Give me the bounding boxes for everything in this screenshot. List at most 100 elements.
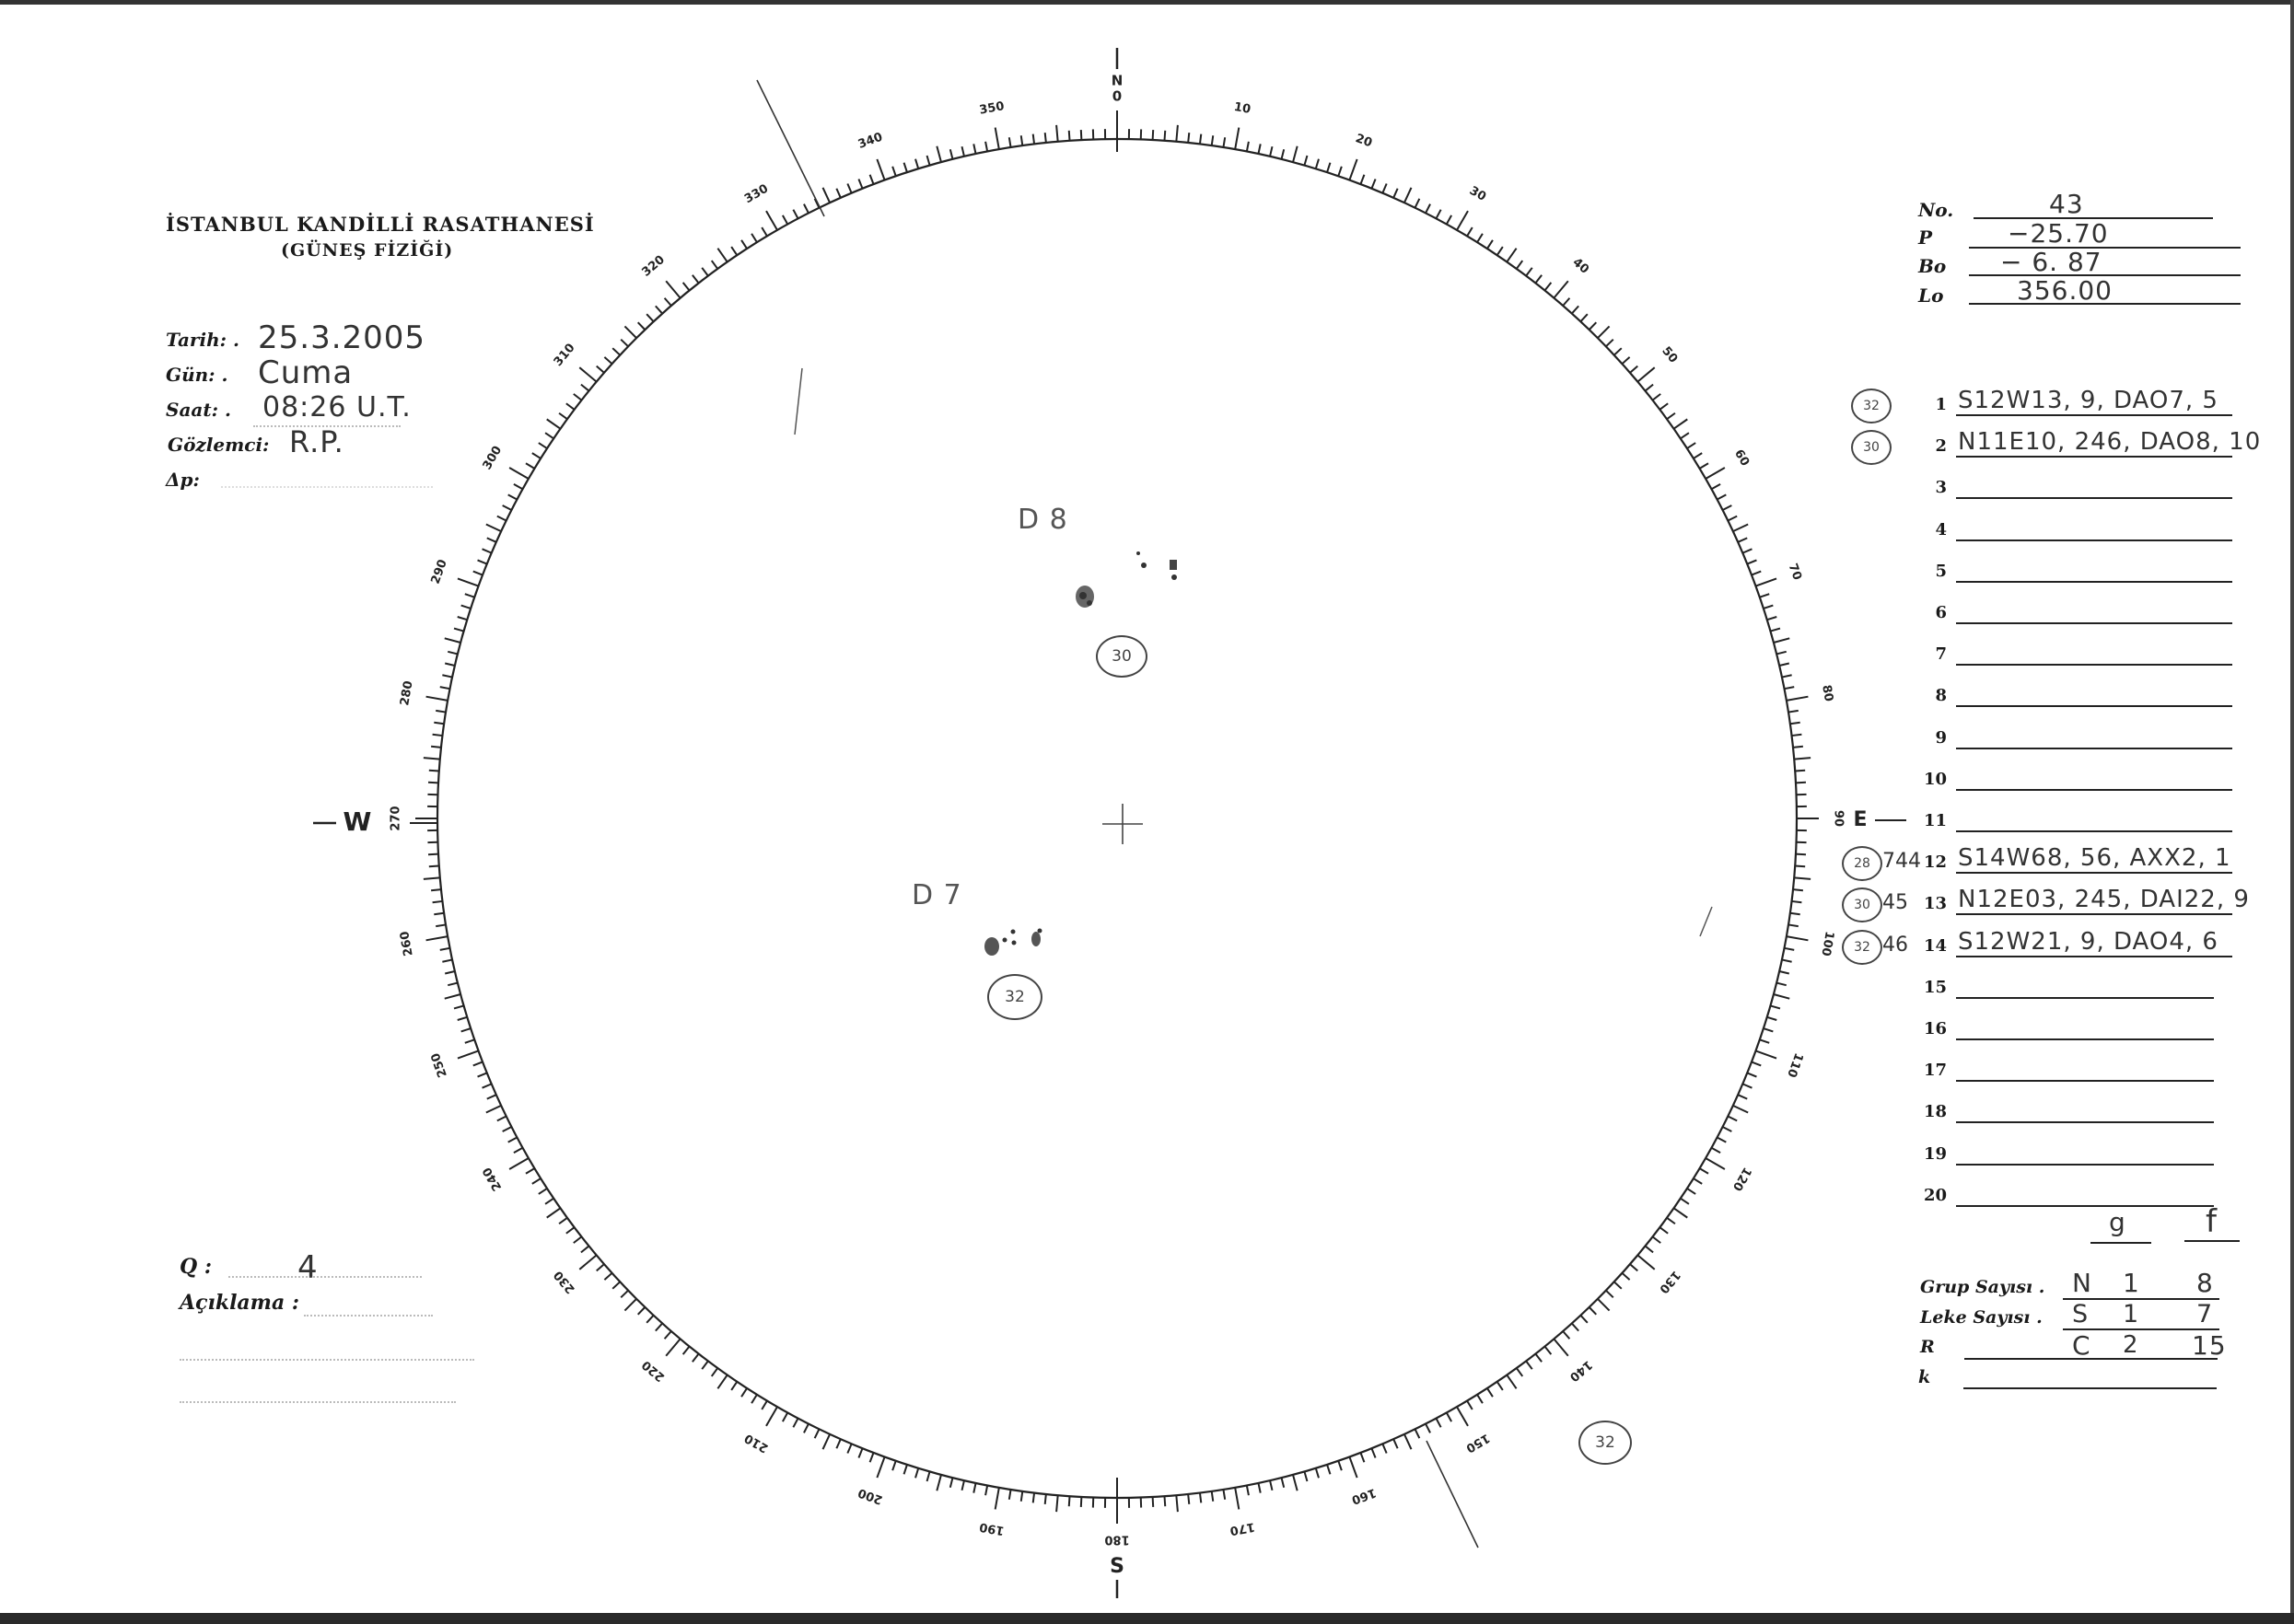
dial-tick bbox=[716, 248, 728, 263]
dial-tick bbox=[1746, 559, 1757, 565]
dial-tick bbox=[994, 1487, 1000, 1510]
center-crosshair bbox=[1102, 804, 1143, 844]
row-line bbox=[1956, 580, 2232, 583]
remarks-dotted-line-2 bbox=[180, 1359, 474, 1361]
dial-tick bbox=[1755, 1050, 1777, 1060]
dial-tick bbox=[1292, 1474, 1298, 1491]
dial-tick bbox=[513, 1146, 524, 1154]
row-note: 46 bbox=[1882, 933, 1908, 957]
row-number: 15 bbox=[1923, 977, 1947, 997]
dial-tick-label: 80 bbox=[1819, 684, 1835, 702]
dial-tick bbox=[432, 899, 443, 904]
dial-tick bbox=[1163, 1496, 1167, 1507]
dial-tick bbox=[782, 1411, 789, 1422]
dial-tick bbox=[1693, 452, 1703, 459]
row-line bbox=[1956, 456, 2232, 458]
g-header-line bbox=[2090, 1242, 2151, 1244]
row-number: 9 bbox=[1935, 727, 1947, 748]
dial-tick bbox=[525, 462, 535, 470]
dial-tick bbox=[580, 1245, 590, 1254]
dial-tick-label: 90 bbox=[1832, 810, 1846, 827]
spot-count-label: Leke Sayısı . bbox=[1920, 1307, 2043, 1328]
dial-tick bbox=[1686, 1188, 1696, 1195]
dial-tick bbox=[1727, 515, 1738, 522]
dial-tick bbox=[1746, 1072, 1757, 1078]
north-group-count: 1 bbox=[2123, 1268, 2140, 1298]
dial-tick bbox=[765, 1406, 778, 1427]
dial-tick-label: 20 bbox=[1354, 132, 1374, 150]
row-line bbox=[1956, 1163, 2214, 1166]
dial-tick bbox=[1571, 305, 1579, 315]
dial-tick bbox=[1644, 383, 1654, 392]
dial-tick bbox=[1359, 1452, 1366, 1463]
dial-tick bbox=[1579, 1315, 1589, 1324]
dial-tick bbox=[1699, 1167, 1709, 1175]
dial-tick bbox=[1456, 1406, 1469, 1427]
dial-tick-label: 280 bbox=[398, 679, 415, 706]
row-line bbox=[1956, 996, 2214, 999]
dial-tick bbox=[1466, 226, 1473, 237]
dial-tick bbox=[1786, 935, 1809, 942]
dial-tick bbox=[1651, 1235, 1661, 1244]
dial-tick bbox=[1245, 141, 1250, 152]
dial-tick bbox=[1795, 864, 1806, 868]
row-number: 10 bbox=[1923, 769, 1947, 789]
dial-tick bbox=[428, 864, 439, 868]
dial-tick bbox=[573, 393, 583, 401]
dial-tick bbox=[1435, 209, 1442, 219]
row-line bbox=[1956, 622, 2232, 624]
dial-tick bbox=[439, 946, 450, 951]
north-hemisphere-label: N bbox=[2072, 1268, 2092, 1298]
dial-tick bbox=[1737, 1094, 1748, 1100]
dial-tick bbox=[961, 145, 965, 157]
dial-ring: 10 20 30 40 50 60 70 80 90 100 110 120 130 140 150 160 1… bbox=[313, 48, 1906, 1598]
row-line bbox=[1956, 872, 2232, 875]
dial-tick bbox=[578, 366, 598, 383]
dial-tick bbox=[425, 695, 448, 702]
dial-tick bbox=[1562, 1330, 1571, 1340]
dial-tick-label: 340 bbox=[856, 131, 885, 152]
dial-tick bbox=[1759, 1038, 1770, 1044]
pencil-mark bbox=[794, 367, 803, 435]
dial-tick bbox=[453, 1004, 464, 1010]
row-line bbox=[1956, 913, 2232, 916]
dial-tick bbox=[1699, 462, 1709, 470]
dial-tick bbox=[472, 570, 483, 576]
dial-tick bbox=[972, 144, 977, 155]
dial-tick bbox=[485, 1104, 502, 1114]
dial-tick bbox=[1778, 662, 1790, 667]
dial-tick bbox=[692, 1352, 700, 1363]
dial-tick bbox=[464, 1038, 475, 1044]
dial-tick bbox=[636, 1306, 646, 1316]
dial-tick bbox=[1515, 1367, 1524, 1377]
dial-tick-label: 50 bbox=[1659, 344, 1680, 366]
sunspot bbox=[1011, 940, 1017, 945]
dial-tick bbox=[538, 1188, 548, 1195]
dial-tick bbox=[1496, 246, 1504, 256]
dial-tick bbox=[665, 1338, 681, 1357]
lo-line bbox=[1969, 303, 2241, 305]
dial-tick bbox=[663, 1330, 672, 1340]
dial-tick-label: 140 bbox=[1566, 1357, 1594, 1384]
dial-tick bbox=[496, 1115, 507, 1122]
dial-tick bbox=[1326, 1464, 1332, 1475]
dial-tick bbox=[1784, 946, 1795, 951]
dial-tick-label: 70 bbox=[1786, 562, 1804, 582]
dial-tick bbox=[1741, 548, 1753, 554]
dial-tick bbox=[1737, 537, 1748, 543]
dial-tick bbox=[1636, 366, 1656, 383]
dial-tick bbox=[646, 1315, 655, 1324]
dial-tick-label: 270 bbox=[390, 806, 403, 830]
lo-label: Lo bbox=[1918, 284, 1944, 307]
dial-tick bbox=[477, 1072, 488, 1078]
dial-tick bbox=[1672, 1207, 1688, 1219]
dial-tick-label: 220 bbox=[639, 1357, 667, 1384]
dial-tick bbox=[485, 523, 502, 533]
dial-tick bbox=[507, 1136, 518, 1143]
dial-tick bbox=[457, 616, 468, 621]
dial-tick bbox=[1717, 493, 1727, 501]
dial-tick bbox=[1314, 158, 1320, 169]
dial-tick bbox=[821, 1433, 832, 1450]
dial-tick bbox=[1359, 174, 1366, 185]
south-hemisphere-label: S bbox=[2072, 1300, 2090, 1328]
